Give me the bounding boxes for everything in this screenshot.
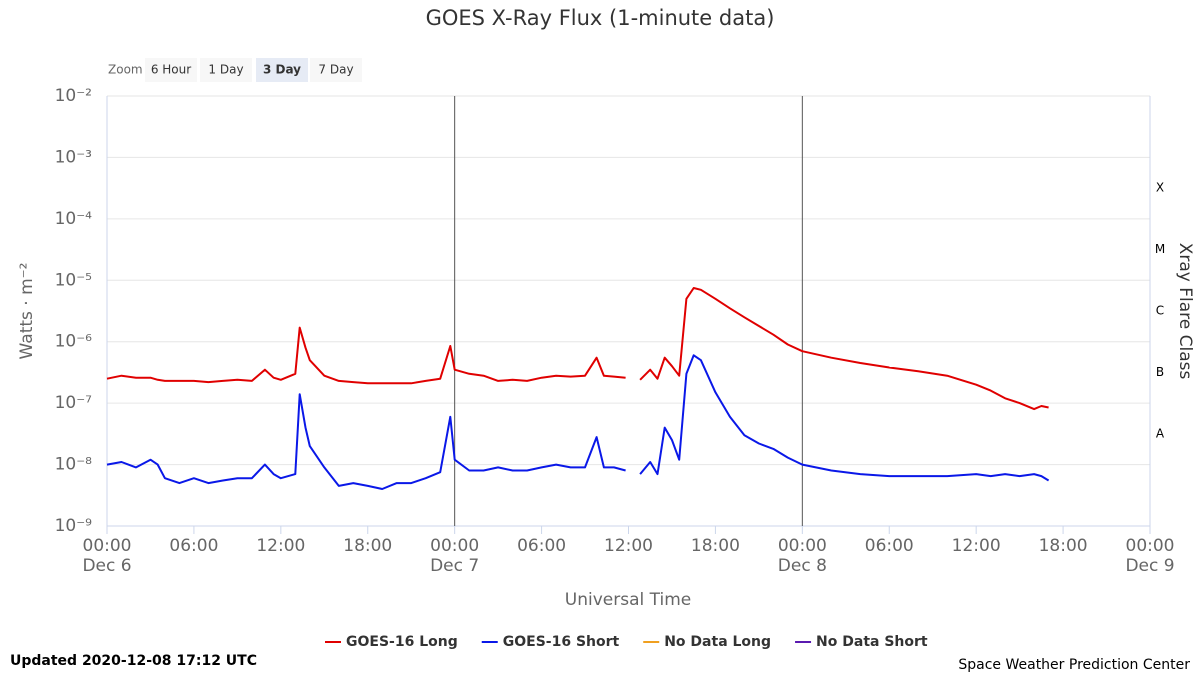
x-tick-label: 12:00: [952, 536, 1001, 556]
flare-class-label: X: [1156, 181, 1164, 195]
y-tick-label: 10⁻⁹: [55, 516, 93, 536]
x-tick-label: 12:00: [256, 536, 305, 556]
legend-item[interactable]: No Data Short: [795, 634, 928, 650]
y-tick-label: 10⁻⁷: [55, 393, 93, 413]
legend-label[interactable]: No Data Short: [816, 634, 928, 650]
x-tick-date: Dec 9: [1125, 556, 1174, 576]
x-axis-title: Universal Time: [565, 590, 691, 610]
zoom-button[interactable]: 7 Day: [310, 58, 362, 82]
y-tick-label: 10⁻⁸: [55, 455, 93, 475]
x-tick-date: Dec 7: [430, 556, 479, 576]
zoom-button[interactable]: 3 Day: [256, 58, 308, 82]
y2-axis-title: Xray Flare Class: [1175, 243, 1195, 380]
zoom-button[interactable]: 1 Day: [200, 58, 252, 82]
legend-label[interactable]: GOES-16 Short: [503, 634, 620, 650]
zoom-button-label[interactable]: 3 Day: [263, 63, 301, 77]
x-tick-label: 00:00: [1126, 536, 1175, 556]
legend-label[interactable]: No Data Long: [664, 634, 771, 650]
x-tick-date: Dec 6: [82, 556, 131, 576]
x-tick-label: 00:00: [430, 536, 479, 556]
flare-class-label: A: [1156, 426, 1165, 440]
series-line: [106, 287, 1049, 411]
x-tick-date: Dec 8: [778, 556, 827, 576]
x-tick-label: 00:00: [778, 536, 827, 556]
zoom-button-bg[interactable]: [256, 58, 308, 82]
y-tick-label: 10⁻³: [55, 147, 92, 167]
zoom-button-bg[interactable]: [310, 58, 362, 82]
y-tick-label: 10⁻²: [55, 86, 92, 106]
zoom-button-bg[interactable]: [200, 58, 252, 82]
x-tick-label: 12:00: [604, 536, 653, 556]
chart-title: GOES X-Ray Flux (1-minute data): [426, 6, 775, 30]
series-line: [106, 354, 1050, 490]
legend-item[interactable]: GOES-16 Long: [325, 634, 458, 650]
zoom-button-bg[interactable]: [145, 58, 197, 82]
x-tick-label: 06:00: [169, 536, 218, 556]
credit: Space Weather Prediction Center: [958, 657, 1190, 673]
zoom-button-label[interactable]: 7 Day: [318, 63, 353, 77]
y-tick-label: 10⁻⁵: [55, 270, 92, 290]
x-tick-label: 00:00: [83, 536, 132, 556]
x-tick-label: 18:00: [691, 536, 740, 556]
y-axis-title: Watts · m⁻²: [17, 263, 37, 360]
zoom-button[interactable]: 6 Hour: [145, 58, 197, 82]
legend-item[interactable]: GOES-16 Short: [481, 634, 620, 650]
updated-note: Updated 2020-12-08 17:12 UTC: [10, 653, 257, 669]
legend-label[interactable]: GOES-16 Long: [346, 634, 458, 650]
flare-class-label: B: [1156, 365, 1164, 379]
flare-class-label: M: [1155, 242, 1165, 256]
y-tick-label: 10⁻⁴: [55, 209, 93, 229]
flare-class-label: C: [1156, 304, 1164, 318]
zoom-button-label[interactable]: 1 Day: [208, 63, 243, 77]
x-tick-label: 18:00: [1039, 536, 1088, 556]
y-tick-label: 10⁻⁶: [55, 332, 93, 352]
x-tick-label: 06:00: [865, 536, 914, 556]
zoom-label: Zoom: [108, 63, 143, 77]
x-tick-label: 06:00: [517, 536, 566, 556]
legend-item[interactable]: No Data Long: [643, 634, 771, 650]
x-tick-label: 18:00: [343, 536, 392, 556]
zoom-button-label[interactable]: 6 Hour: [151, 63, 191, 77]
